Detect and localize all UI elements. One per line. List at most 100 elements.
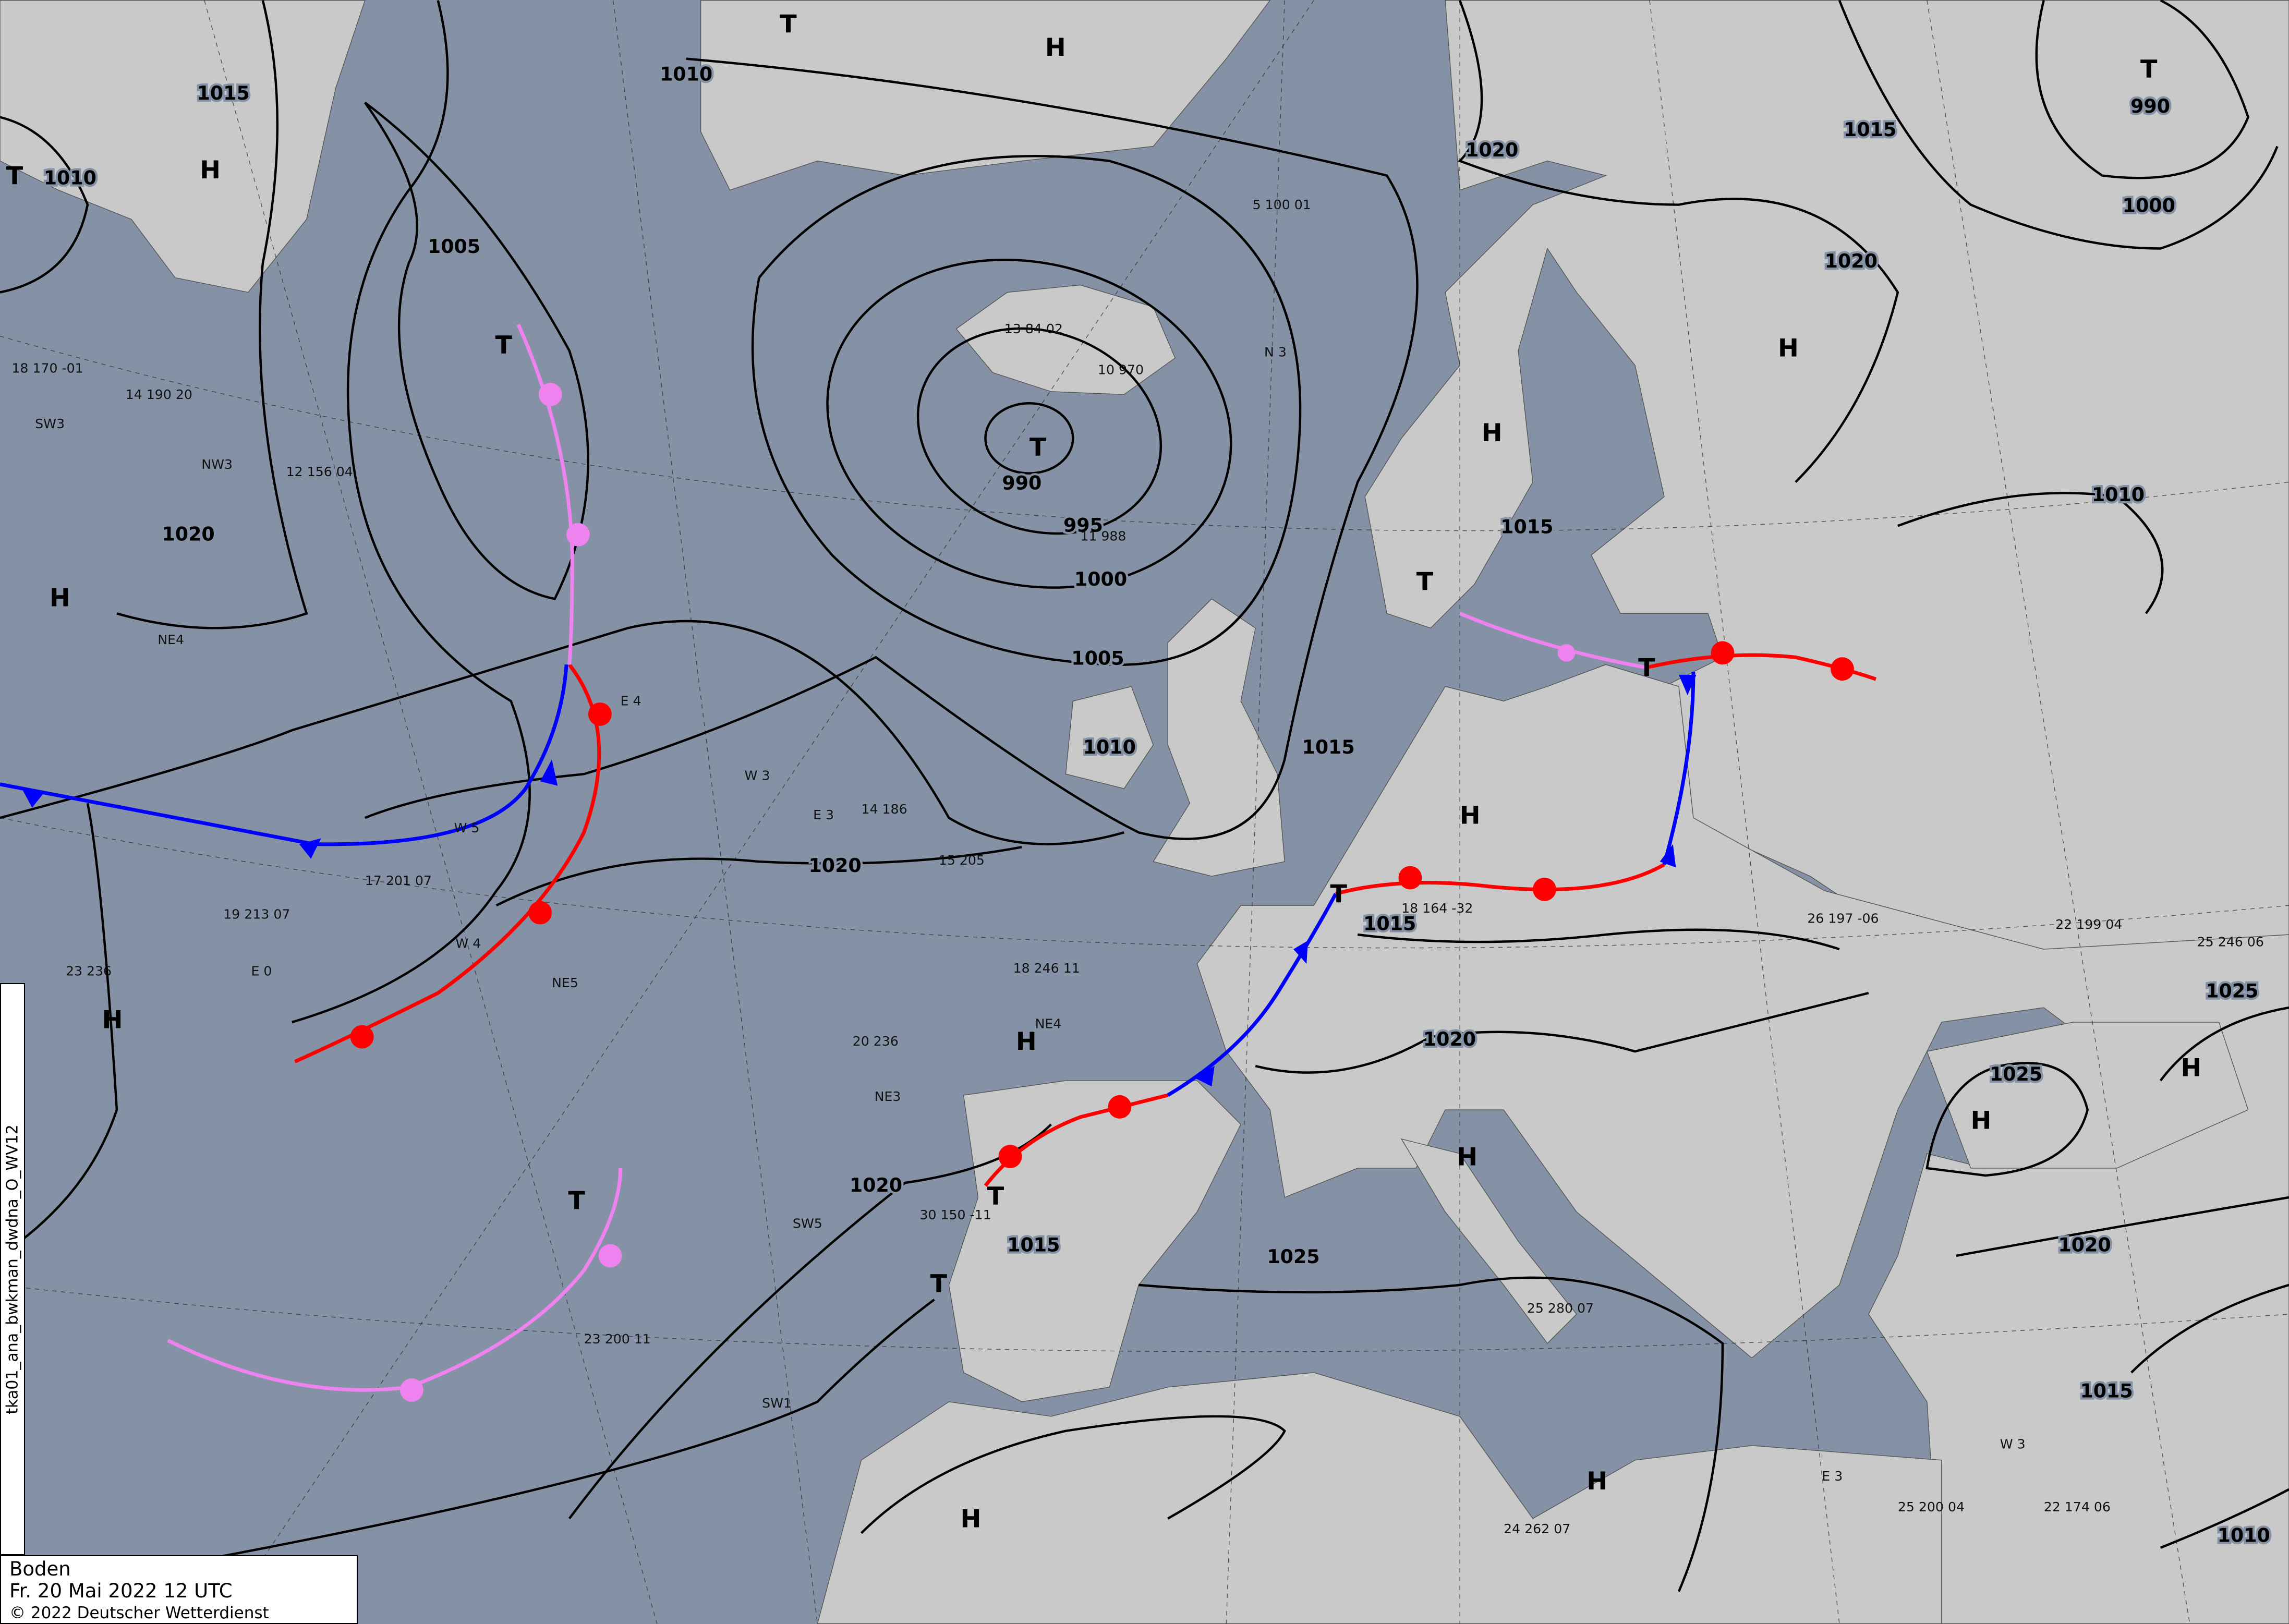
svg-text:SW5: SW5 [793, 1216, 822, 1231]
svg-text:1010: 1010 [2092, 483, 2145, 506]
isobar-labels: 1015 1010 1005 1020 1010 990 995 1000 10… [42, 60, 2273, 1548]
svg-text:30 150 -11: 30 150 -11 [919, 1207, 991, 1222]
pressure-centers: H H H T T H T T T H T T H H T T H H T H … [6, 10, 2202, 1533]
svg-text:N 3: N 3 [1264, 345, 1287, 360]
cold-front-poland[interactable] [1662, 672, 1695, 865]
svg-text:H: H [102, 1005, 123, 1034]
svg-text:NE5: NE5 [552, 975, 578, 990]
africa [817, 1372, 1942, 1624]
svg-text:H: H [960, 1505, 981, 1534]
svg-text:11 988: 11 988 [1080, 528, 1126, 543]
svg-text:17 201 07: 17 201 07 [365, 873, 432, 888]
svg-text:H: H [1586, 1467, 1607, 1496]
svg-text:18 170 -01: 18 170 -01 [11, 360, 83, 375]
svg-text:12 156 04: 12 156 04 [286, 464, 353, 479]
product-id-label: tka01_ana_bwkman_dwdna_O_WV12 [0, 983, 25, 1555]
svg-text:T: T [568, 1186, 585, 1215]
product-id: tka01_ana_bwkman_dwdna_O_WV12 [3, 1124, 22, 1414]
svg-text:NW3: NW3 [201, 457, 233, 472]
iberia [948, 1080, 1242, 1402]
black-sea-shore [1926, 1022, 2249, 1169]
svg-text:H: H [200, 156, 221, 185]
svg-text:T: T [1330, 880, 1348, 909]
cold-front-france[interactable] [1167, 893, 1338, 1097]
svg-text:990: 990 [2130, 95, 2170, 117]
svg-text:T: T [930, 1270, 948, 1299]
svg-text:1010: 1010 [1083, 736, 1136, 758]
svg-text:1020: 1020 [850, 1174, 902, 1196]
svg-text:E 3: E 3 [813, 807, 834, 822]
svg-text:1020: 1020 [2058, 1234, 2111, 1256]
svg-text:22 199 04: 22 199 04 [2055, 917, 2122, 932]
svg-text:1020: 1020 [1466, 139, 1518, 161]
occlusion-baltic[interactable] [1459, 612, 1648, 670]
fronts[interactable] [0, 323, 1877, 1402]
svg-text:T: T [780, 10, 797, 39]
svg-text:15 205: 15 205 [939, 853, 985, 868]
svg-text:T: T [6, 162, 23, 190]
svg-text:T: T [987, 1182, 1004, 1211]
svg-text:H: H [1016, 1027, 1037, 1056]
svg-text:W 3: W 3 [2000, 1436, 2026, 1451]
caption-title: Boden [9, 1558, 71, 1580]
svg-text:1015: 1015 [197, 82, 250, 104]
svg-text:E 0: E 0 [251, 964, 272, 979]
svg-text:H: H [1457, 1143, 1477, 1171]
svg-text:1025: 1025 [1990, 1063, 2042, 1085]
caption-copyright: © 2022 Deutscher Wetterdienst [9, 1604, 269, 1622]
svg-text:1010: 1010 [2218, 1524, 2270, 1547]
italy-balkans [1400, 1138, 1577, 1344]
svg-text:1005: 1005 [428, 235, 480, 258]
svg-text:23 236: 23 236 [66, 964, 112, 979]
svg-text:10 970: 10 970 [1098, 362, 1144, 377]
svg-text:18 246 11: 18 246 11 [1013, 961, 1080, 976]
svg-text:W 5: W 5 [454, 820, 480, 835]
svg-text:14 190 20: 14 190 20 [126, 387, 192, 402]
occlusion-south-atlantic[interactable] [167, 1168, 623, 1392]
svg-text:19 213 07: 19 213 07 [223, 906, 290, 922]
svg-text:H: H [1045, 33, 1066, 62]
caption-datetime: Fr. 20 Mai 2022 12 UTC [9, 1580, 233, 1602]
svg-text:E 3: E 3 [1822, 1469, 1843, 1484]
svg-text:1015: 1015 [2080, 1379, 2133, 1402]
ireland [1065, 686, 1154, 790]
iceland [955, 284, 1176, 395]
svg-text:1010: 1010 [660, 63, 712, 86]
svg-text:25 246 06: 25 246 06 [2197, 935, 2264, 950]
svg-text:H: H [2181, 1054, 2202, 1083]
svg-text:T: T [495, 331, 512, 360]
svg-text:1005: 1005 [1071, 647, 1124, 669]
map-caption: Boden Fr. 20 Mai 2022 12 UTC © 2022 Deut… [0, 1555, 358, 1624]
svg-text:1010: 1010 [44, 166, 96, 189]
svg-text:995: 995 [1063, 514, 1103, 537]
warm-front-central-europe[interactable] [1335, 863, 1665, 896]
svg-text:1015: 1015 [1844, 118, 1896, 141]
greenland-west [0, 0, 366, 293]
svg-text:T: T [1416, 568, 1434, 597]
svg-text:H: H [1460, 801, 1481, 830]
svg-text:H: H [1970, 1106, 1991, 1135]
svg-text:H: H [50, 584, 70, 612]
svg-text:NE4: NE4 [158, 632, 184, 647]
svg-text:1020: 1020 [1825, 250, 1878, 272]
svg-text:26 197 -06: 26 197 -06 [1807, 911, 1879, 926]
station-plots: 13 84 02 10 970 11 988 5 100 01 14 186 1… [11, 197, 2263, 1536]
cold-front-atlantic[interactable] [0, 664, 568, 846]
svg-text:24 262 07: 24 262 07 [1504, 1521, 1570, 1536]
svg-text:20 236: 20 236 [853, 1034, 899, 1049]
svg-text:1000: 1000 [2123, 195, 2175, 217]
svg-text:1000: 1000 [1074, 568, 1127, 590]
svg-text:23 200 11: 23 200 11 [584, 1331, 651, 1347]
svg-text:1015: 1015 [1500, 515, 1553, 538]
svg-text:1020: 1020 [808, 854, 861, 877]
svg-text:SW1: SW1 [762, 1396, 792, 1411]
svg-text:H: H [1778, 334, 1799, 363]
svg-text:H: H [1482, 419, 1503, 447]
svg-text:25 280 07: 25 280 07 [1527, 1301, 1594, 1316]
svg-text:1015: 1015 [1007, 1234, 1060, 1256]
svg-text:5 100 01: 5 100 01 [1253, 197, 1311, 212]
svg-text:E 4: E 4 [621, 694, 641, 709]
